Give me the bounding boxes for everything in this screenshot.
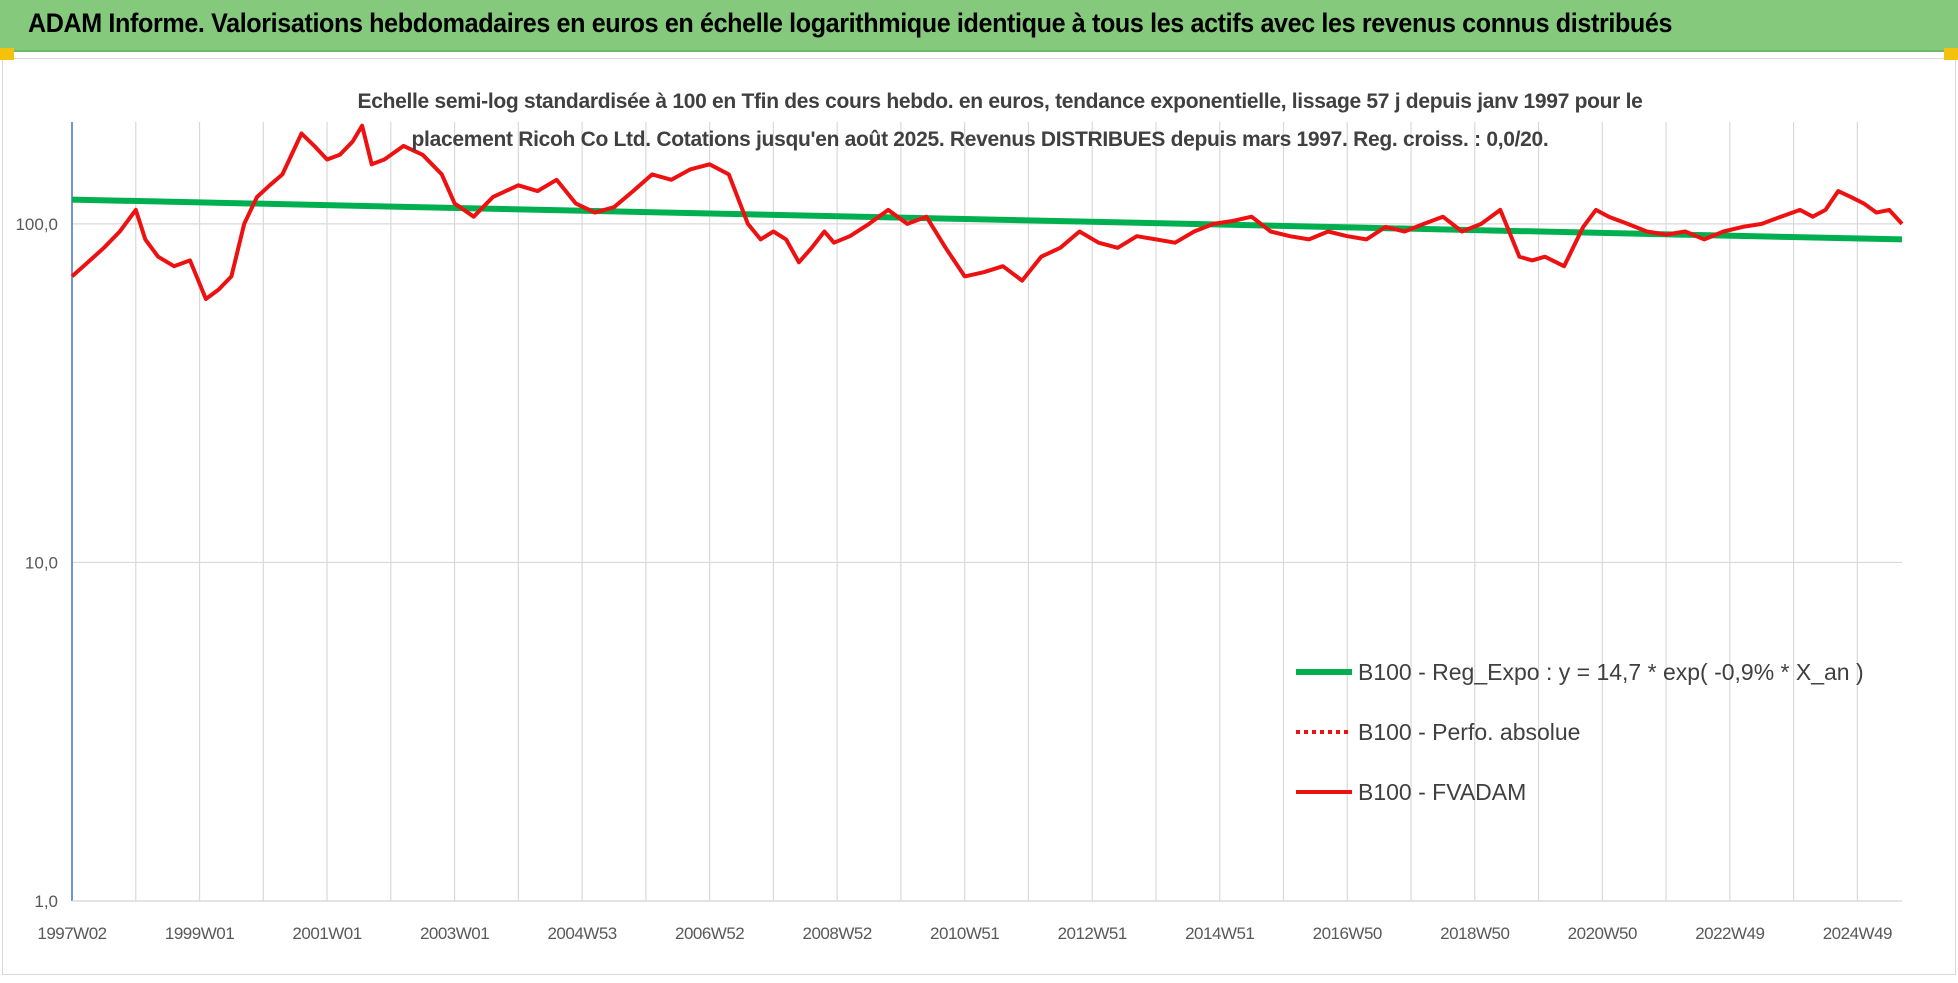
x-tick-label: 2014W51 (1185, 924, 1254, 943)
chart-border (2, 58, 1956, 975)
chart-title-line-1: Echelle semi-log standardisée à 100 en T… (357, 90, 1642, 113)
x-tick-label: 2024W49 (1823, 924, 1892, 943)
x-tick-label: 2020W50 (1568, 924, 1637, 943)
x-tick-label: 2006W52 (675, 924, 744, 943)
legend-label: B100 - Reg_Expo : y = 14,7 * exp( -0,9% … (1358, 659, 1864, 685)
x-tick-label: 2008W52 (803, 924, 872, 943)
header-bar: ADAM Informe. Valorisations hebdomadaire… (0, 0, 1958, 52)
x-tick-label: 2012W51 (1058, 924, 1127, 943)
series-line-0 (71, 196, 1903, 243)
x-tick-label: 1999W01 (165, 924, 234, 943)
series-line-2 (70, 123, 1904, 301)
corner-accent-right (1944, 48, 1958, 60)
x-tick-label: 2018W50 (1440, 924, 1509, 943)
x-tick-label: 2001W01 (292, 924, 361, 943)
x-tick-label: 2004W53 (547, 924, 616, 943)
chart-title-group: Echelle semi-log standardisée à 100 en T… (357, 90, 1642, 151)
grid-layer (72, 122, 1902, 902)
chart: 1,0 10,0 100,0 1997W02 1999W01 2001W01 2003W01… (15, 90, 1904, 943)
x-tick-label: 2022W49 (1695, 924, 1764, 943)
chart-title-line-2: placement Ricoh Co Ltd. Cotations jusqu'… (412, 128, 1549, 151)
axis-layer: 1,0 10,0 100,0 1997W02 1999W01 2001W01 2003W01… (15, 122, 1902, 943)
x-tick-label: 2003W01 (420, 924, 489, 943)
page-title: ADAM Informe. Valorisations hebdomadaire… (28, 8, 1673, 38)
x-tick-label: 2010W51 (930, 924, 999, 943)
y-tick-label: 1,0 (34, 892, 58, 911)
legend-label: B100 - Perfo. absolue (1358, 719, 1580, 745)
series-layer (70, 123, 1904, 301)
legend-label: B100 - FVADAM (1358, 779, 1526, 805)
x-tick-label: 2016W50 (1313, 924, 1382, 943)
x-tick-label: 1997W02 (37, 924, 106, 943)
y-tick-label: 10,0 (25, 553, 58, 572)
corner-accent-left (0, 48, 14, 60)
legend: B100 - Reg_Expo : y = 14,7 * exp( -0,9% … (1296, 659, 1864, 805)
y-tick-label: 100,0 (15, 215, 58, 234)
